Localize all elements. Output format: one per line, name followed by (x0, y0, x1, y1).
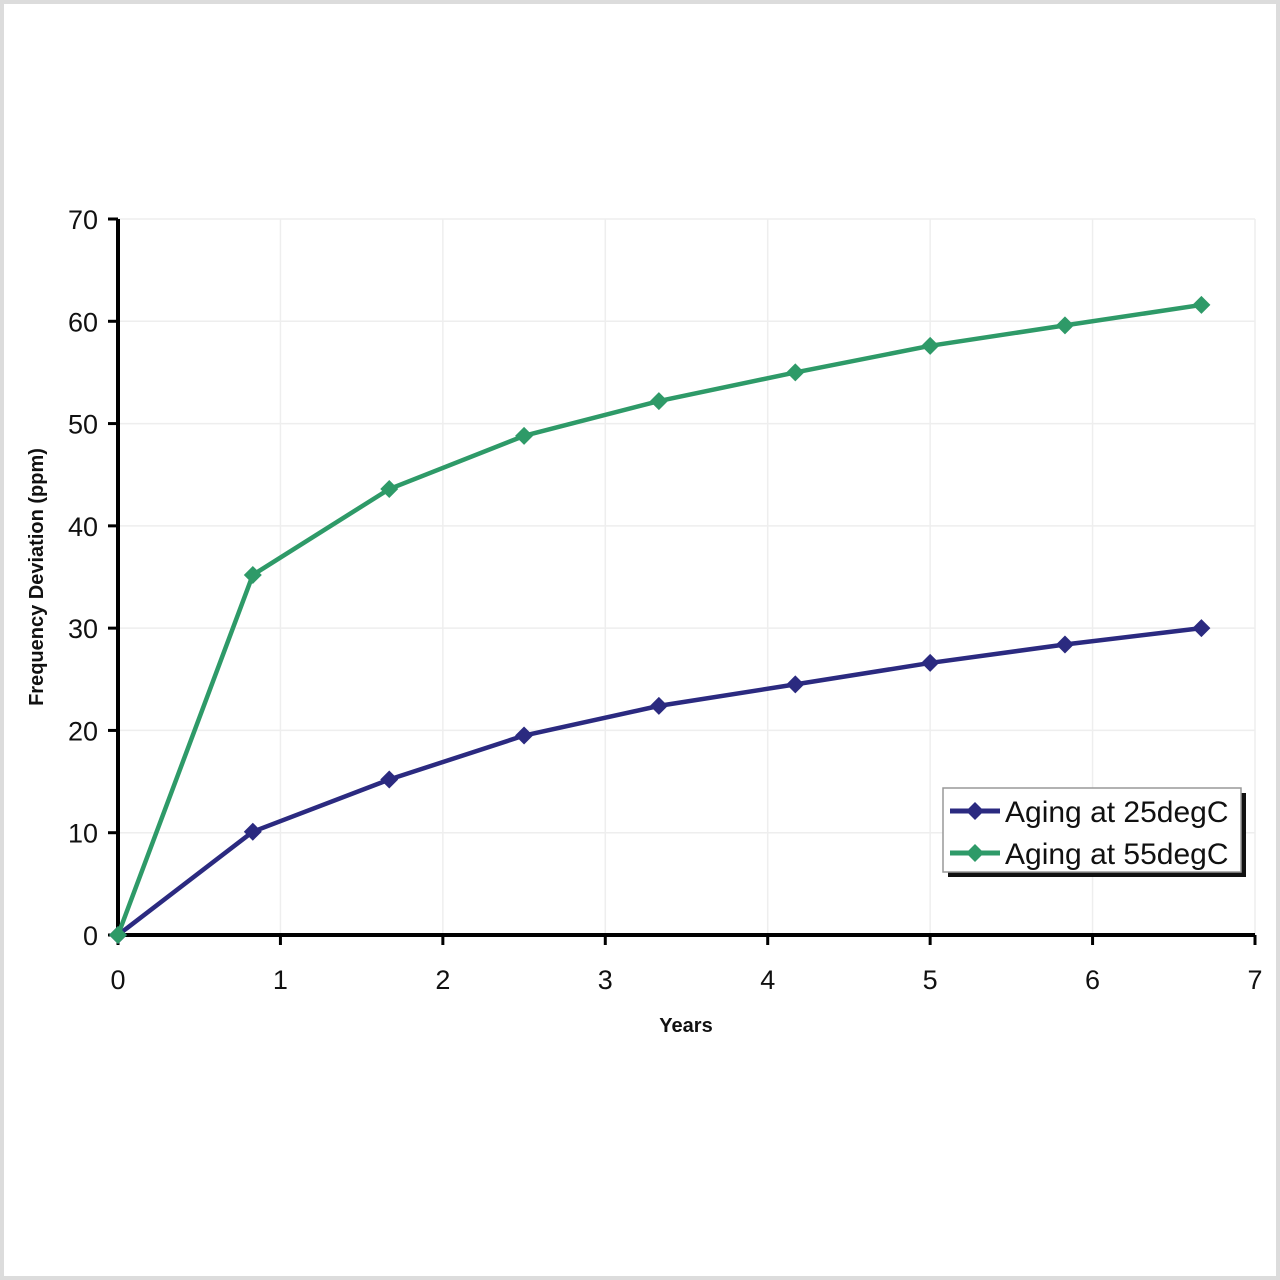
y-tick-label: 50 (68, 410, 98, 440)
legend-label-55degc: Aging at 55degC (1005, 838, 1229, 871)
y-tick-label: 40 (68, 512, 98, 542)
y-tick-label: 10 (68, 819, 98, 849)
y-tick-label: 20 (68, 716, 98, 746)
data-point-marker (109, 926, 127, 944)
x-tick-label: 2 (435, 965, 450, 995)
legend-marker-25degc (966, 802, 984, 820)
data-point-marker (243, 822, 262, 841)
x-tick-label: 6 (1085, 965, 1100, 995)
y-tick-label: 70 (68, 205, 98, 235)
data-point-marker (1192, 619, 1211, 638)
x-tick-label: 4 (760, 965, 775, 995)
x-axis-label: Years (659, 1015, 712, 1037)
data-point-marker (921, 336, 940, 355)
legend-label-25degc: Aging at 25degC (1005, 796, 1229, 829)
data-point-marker (515, 726, 534, 745)
series-group (109, 295, 1211, 944)
data-point-marker (921, 653, 940, 672)
x-tick-label: 5 (923, 965, 938, 995)
legend: Aging at 25degC Aging at 55degC (942, 787, 1246, 877)
data-point-marker (380, 480, 399, 499)
y-axis-label: Frequency Deviation (ppm) (26, 448, 48, 706)
data-point-marker (1192, 295, 1211, 314)
data-point-marker (786, 363, 805, 382)
data-point-marker (649, 696, 668, 715)
x-tick-label: 7 (1247, 965, 1262, 995)
data-point-marker (243, 565, 262, 584)
y-tick-label: 0 (83, 921, 98, 951)
x-tick-label: 3 (598, 965, 613, 995)
legend-marker-55degc (966, 844, 984, 862)
y-tick-label: 60 (68, 307, 98, 337)
x-tick-label: 1 (273, 965, 288, 995)
data-point-marker (649, 392, 668, 411)
data-point-marker (380, 770, 399, 789)
data-point-marker (1055, 635, 1074, 654)
data-point-marker (1055, 316, 1074, 335)
data-point-marker (515, 426, 534, 445)
y-tick-label: 30 (68, 614, 98, 644)
data-point-marker (786, 675, 805, 694)
x-tick-label: 0 (110, 965, 125, 995)
